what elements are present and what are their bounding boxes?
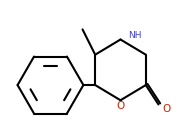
Text: O: O — [116, 101, 125, 111]
Text: NH: NH — [128, 31, 142, 40]
Text: O: O — [162, 104, 170, 114]
